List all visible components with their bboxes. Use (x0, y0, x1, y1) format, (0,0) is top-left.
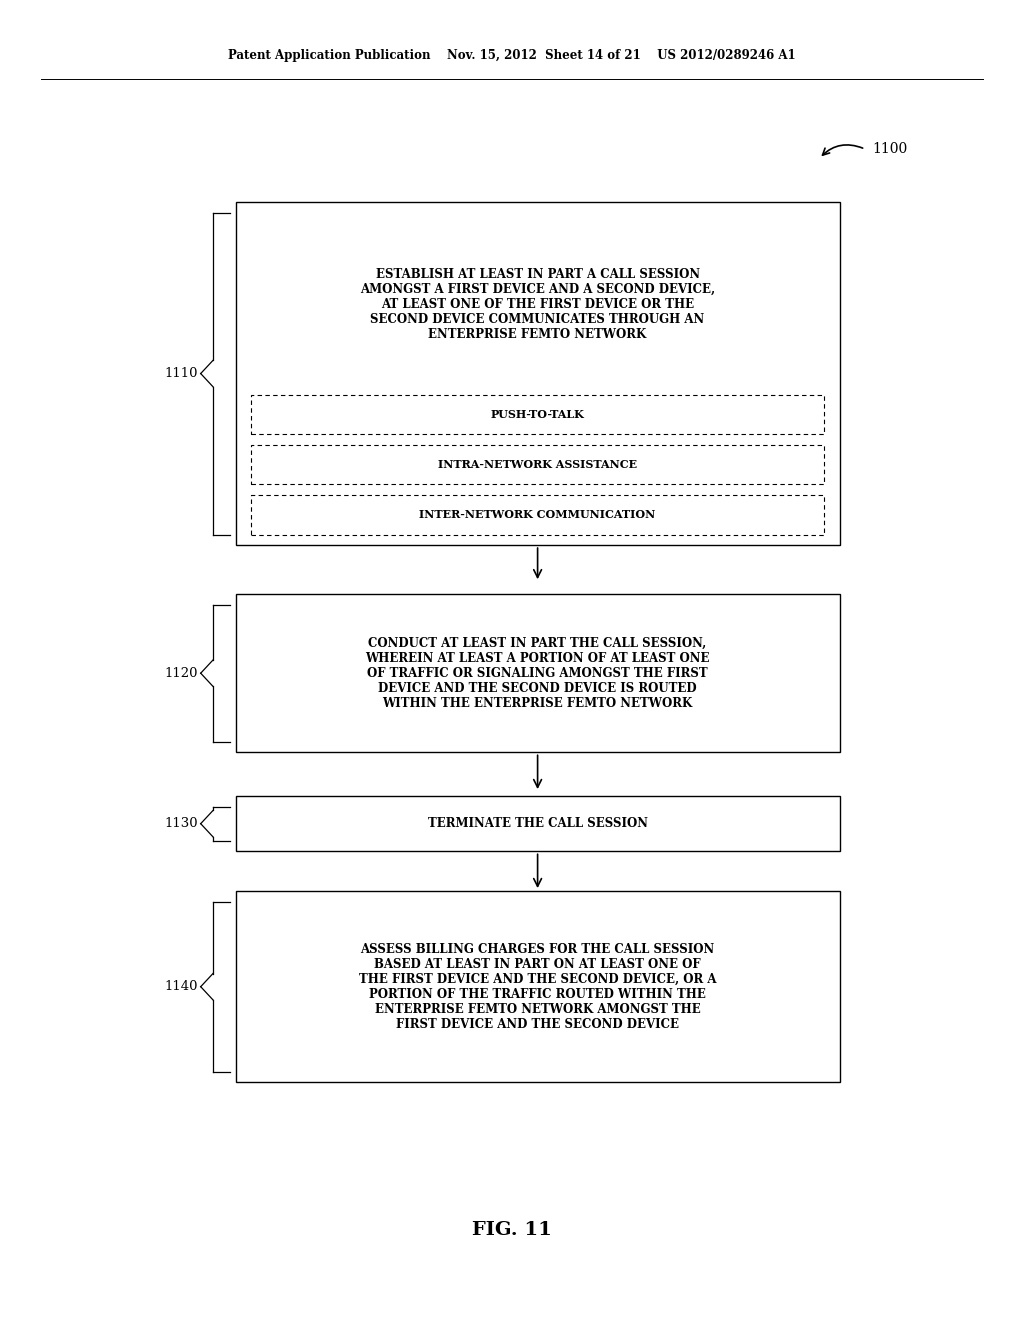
Text: 1130: 1130 (164, 817, 198, 830)
Text: 1120: 1120 (164, 667, 198, 680)
Text: INTER-NETWORK COMMUNICATION: INTER-NETWORK COMMUNICATION (420, 510, 655, 520)
Text: FIG. 11: FIG. 11 (472, 1221, 552, 1239)
FancyBboxPatch shape (236, 891, 840, 1082)
FancyBboxPatch shape (251, 495, 824, 535)
Text: 1100: 1100 (872, 143, 907, 156)
FancyBboxPatch shape (236, 202, 840, 545)
Text: TERMINATE THE CALL SESSION: TERMINATE THE CALL SESSION (428, 817, 647, 830)
FancyBboxPatch shape (251, 395, 824, 434)
FancyBboxPatch shape (236, 796, 840, 851)
Text: INTRA-NETWORK ASSISTANCE: INTRA-NETWORK ASSISTANCE (438, 459, 637, 470)
Text: Patent Application Publication    Nov. 15, 2012  Sheet 14 of 21    US 2012/02892: Patent Application Publication Nov. 15, … (228, 49, 796, 62)
Text: PUSH-TO-TALK: PUSH-TO-TALK (490, 409, 585, 420)
Text: CONDUCT AT LEAST IN PART THE CALL SESSION,
WHEREIN AT LEAST A PORTION OF AT LEAS: CONDUCT AT LEAST IN PART THE CALL SESSIO… (366, 636, 710, 710)
FancyBboxPatch shape (236, 594, 840, 752)
Text: 1140: 1140 (164, 981, 198, 993)
FancyBboxPatch shape (251, 445, 824, 484)
Text: ASSESS BILLING CHARGES FOR THE CALL SESSION
BASED AT LEAST IN PART ON AT LEAST O: ASSESS BILLING CHARGES FOR THE CALL SESS… (358, 942, 717, 1031)
Text: ESTABLISH AT LEAST IN PART A CALL SESSION
AMONGST A FIRST DEVICE AND A SECOND DE: ESTABLISH AT LEAST IN PART A CALL SESSIO… (360, 268, 715, 341)
Text: 1110: 1110 (164, 367, 198, 380)
